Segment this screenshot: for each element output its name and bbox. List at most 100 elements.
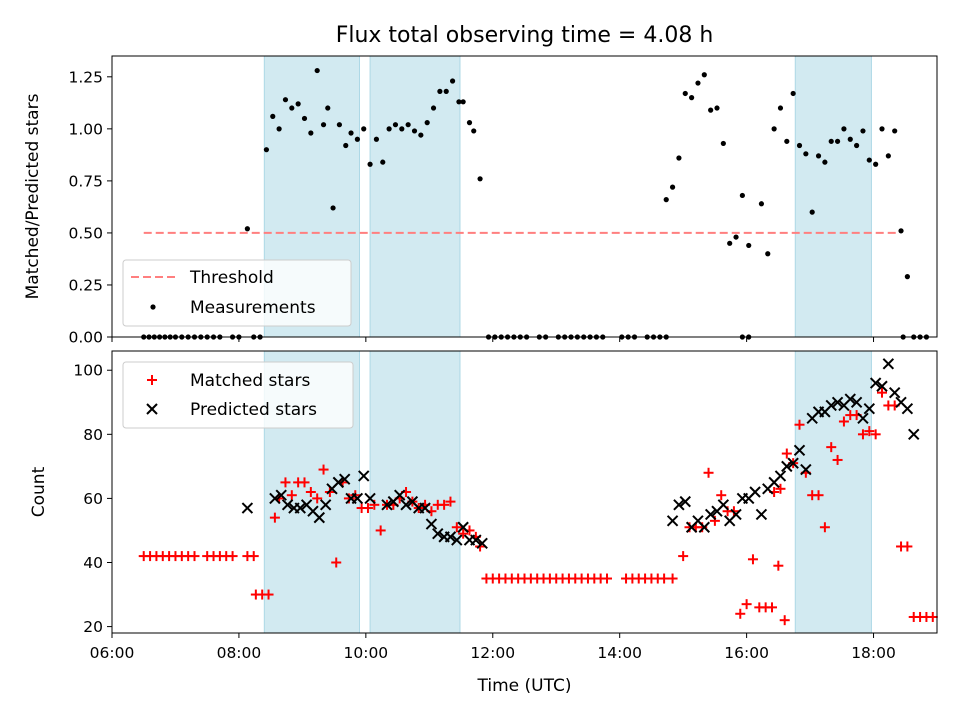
y-tick-label: 100 (73, 362, 103, 380)
matched-stars-point (779, 615, 790, 626)
top-legend-box (122, 259, 352, 327)
bottom-y-ticks: 20 40 60 80 100 (73, 362, 112, 636)
predicted-stars-point (749, 486, 761, 498)
predicted-stars-point (294, 502, 306, 514)
predicted-stars-point (901, 402, 914, 415)
matched-stars-point (248, 551, 259, 562)
matched-stars-series (138, 387, 938, 626)
measurement-point (727, 240, 733, 246)
matched-stars-point (439, 499, 450, 510)
shaded-interval (794, 55, 872, 338)
predicted-stars-point (717, 499, 730, 511)
predicted-stars-point (351, 492, 364, 505)
measurement-point (320, 122, 327, 128)
matched-stars-point (813, 490, 824, 501)
measurement-point (714, 105, 720, 111)
marker-stroke (888, 386, 901, 399)
matched-stars-point (781, 448, 792, 459)
predicted-stars-point (432, 527, 444, 540)
marker-stroke (679, 495, 691, 508)
predicted-stars-point (793, 444, 806, 457)
marker-stroke (146, 403, 158, 415)
predicted-stars-point (364, 492, 376, 505)
predicted-stars-point (774, 470, 787, 482)
matched-stars-point (747, 554, 758, 565)
matched-stars-point (794, 419, 805, 430)
measurement-point (348, 130, 354, 136)
measurement-point (809, 209, 815, 215)
marker-stroke (882, 358, 895, 370)
predicted-stars-point (338, 473, 351, 485)
measurement-point (892, 128, 898, 134)
predicted-stars-point (241, 502, 254, 514)
legend-measurements-swatch (150, 304, 156, 310)
marker-stroke (338, 473, 351, 485)
measurement-point (314, 67, 320, 74)
matched-stars-point (362, 503, 373, 514)
measurement-point (758, 201, 765, 207)
matched-stars-point (451, 522, 462, 533)
predicted-stars-point (358, 470, 370, 482)
marker-stroke (850, 396, 863, 408)
marker-stroke (381, 499, 393, 511)
marker-stroke (332, 476, 345, 489)
x-tick-label: 14:00 (597, 644, 642, 662)
matched-stars-point (602, 573, 612, 584)
bottom-panel: 20 40 60 80 100 06:00 08:00 10:00 12:00 14:00 16:… (29, 350, 938, 696)
matched-stars-point (773, 560, 784, 571)
y-tick-label: 0.50 (68, 224, 103, 242)
x-tick-label: 12:00 (470, 644, 515, 662)
matched-stars-point (375, 525, 386, 536)
shaded-interval (369, 350, 461, 634)
measurement-point (866, 157, 872, 163)
measurement-point (466, 120, 473, 126)
predicted-stars-point (863, 402, 876, 415)
predicted-stars-point (869, 377, 882, 389)
matched-stars-point (877, 387, 887, 398)
marker-stroke (269, 492, 281, 505)
predicted-stars-point (275, 489, 287, 501)
matched-stars-point (735, 608, 746, 619)
predicted-stars-point (698, 521, 711, 533)
y-tick-label: 0.00 (68, 329, 103, 347)
measurement-point (449, 78, 456, 84)
predicted-stars-point (825, 399, 837, 412)
predicted-stars-point (381, 499, 393, 511)
predicted-stars-point (419, 502, 431, 514)
measurement-point (860, 128, 866, 134)
marker-stroke (793, 444, 806, 457)
measurement-point (847, 136, 853, 142)
predicted-stars-point (781, 460, 793, 473)
measurement-point (885, 153, 891, 159)
predicted-stars-point (888, 386, 901, 399)
y-tick-label: 40 (83, 554, 103, 572)
top-axes-frame (111, 55, 938, 338)
matched-stars-point (227, 551, 238, 562)
x-tick-label: 16:00 (724, 644, 769, 662)
measurement-point (879, 126, 885, 132)
marker-stroke (717, 499, 730, 511)
matched-stars-point (927, 611, 938, 622)
marker-stroke (730, 508, 742, 521)
marker-stroke (432, 527, 444, 540)
measurement-point (815, 153, 822, 159)
measurement-point (244, 226, 250, 232)
matched-stars-point (189, 551, 200, 562)
y-tick-label: 20 (83, 618, 103, 636)
measurement-point (663, 197, 669, 203)
matched-stars-point (305, 487, 316, 497)
matched-stars-point (445, 496, 456, 507)
measurement-point (682, 90, 688, 97)
x-tick-label: 18:00 (851, 644, 896, 662)
matched-stars-point (269, 512, 280, 523)
measurement-point (854, 142, 860, 149)
matched-stars-point (838, 416, 849, 427)
measurement-point (289, 105, 295, 111)
matched-stars-point (280, 477, 291, 488)
measurement-point (771, 126, 777, 132)
marker-stroke (895, 396, 907, 408)
marker-stroke (673, 499, 685, 511)
marker-stroke (451, 534, 463, 546)
matched-stars-point (312, 493, 323, 504)
